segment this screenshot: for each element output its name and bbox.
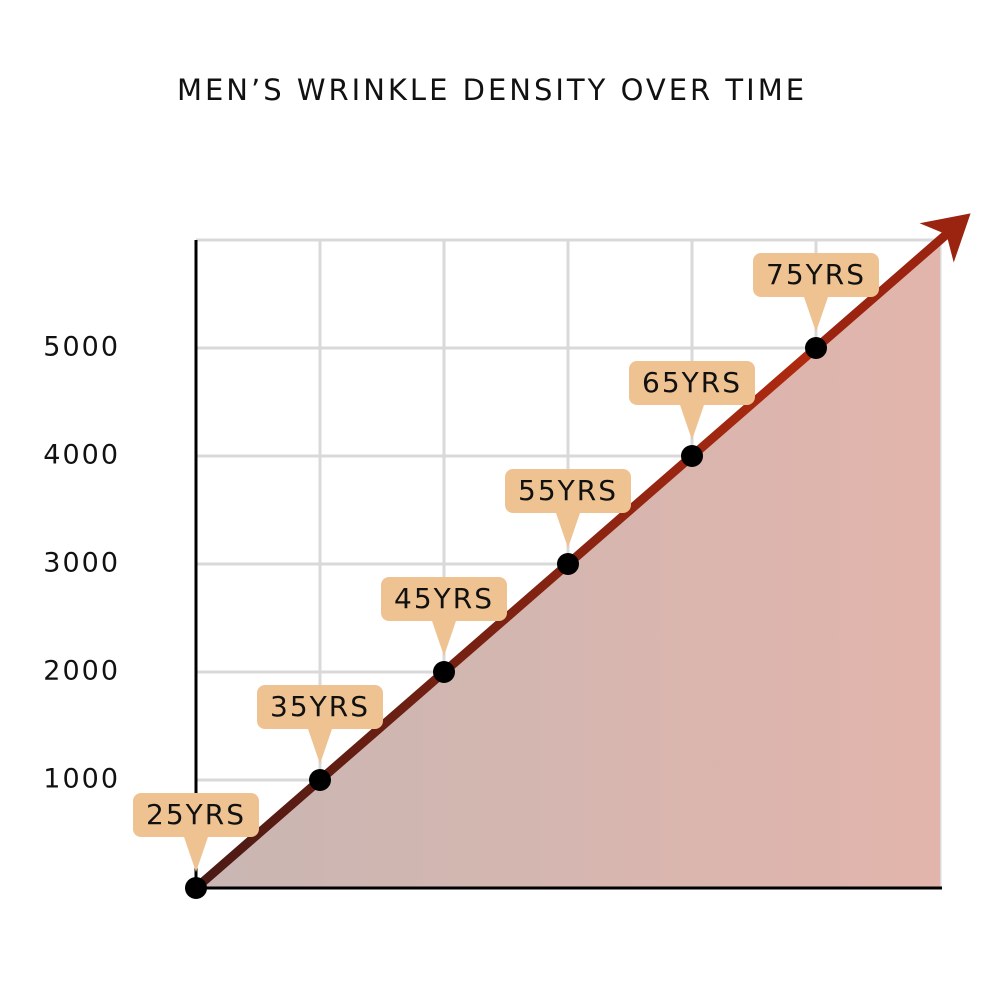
y-tick-label: 5000 [43, 332, 120, 363]
point-label: 45YRS [394, 582, 494, 615]
point-label: 65YRS [642, 366, 742, 399]
point-label: 35YRS [270, 690, 370, 723]
point [681, 445, 703, 467]
y-tick-label: 4000 [43, 440, 120, 471]
callout [133, 793, 259, 872]
point-label: 75YRS [766, 258, 866, 291]
callout [381, 577, 507, 656]
callout [629, 361, 755, 440]
point [185, 877, 207, 899]
point-label: 25YRS [146, 798, 246, 831]
chart-title: MEN’S WRINKLE DENSITY OVER TIME [177, 73, 807, 107]
line [193, 344, 819, 892]
callout [257, 685, 383, 764]
y-tick-label: 3000 [43, 548, 120, 579]
arrow-head [919, 213, 971, 263]
point [309, 769, 331, 791]
callout [753, 253, 879, 332]
point [433, 661, 455, 683]
y-tick-label: 2000 [43, 656, 120, 687]
point [805, 337, 827, 359]
callout [505, 469, 631, 548]
arrow-shaft [813, 229, 951, 352]
point-label: 55YRS [518, 474, 618, 507]
point [557, 553, 579, 575]
y-tick-label: 1000 [43, 764, 120, 795]
